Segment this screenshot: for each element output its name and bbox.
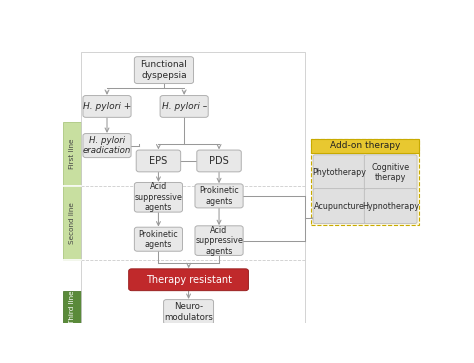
FancyBboxPatch shape (160, 95, 208, 117)
FancyBboxPatch shape (134, 183, 182, 212)
FancyBboxPatch shape (195, 184, 243, 208)
FancyBboxPatch shape (63, 291, 82, 323)
Text: H. pylori
eradication: H. pylori eradication (83, 136, 131, 155)
FancyBboxPatch shape (365, 189, 417, 224)
Text: Acupuncture: Acupuncture (314, 201, 365, 211)
Text: H. pylori +: H. pylori + (83, 102, 131, 111)
Text: Acid
suppressive
agents: Acid suppressive agents (195, 226, 243, 256)
Text: Add-on therapy: Add-on therapy (330, 141, 400, 150)
FancyBboxPatch shape (83, 134, 131, 158)
Text: Prokinetic
agents: Prokinetic agents (138, 229, 178, 249)
FancyBboxPatch shape (197, 150, 241, 172)
Text: First line: First line (69, 139, 75, 169)
Text: Acid
suppressive
agents: Acid suppressive agents (135, 182, 182, 212)
FancyBboxPatch shape (365, 155, 417, 190)
Text: PDS: PDS (209, 156, 229, 166)
FancyBboxPatch shape (63, 186, 82, 260)
FancyBboxPatch shape (128, 269, 248, 291)
FancyBboxPatch shape (311, 139, 419, 153)
Text: H. pylori –: H. pylori – (162, 102, 207, 111)
Text: Cognitive
therapy: Cognitive therapy (372, 163, 410, 182)
Text: EPS: EPS (149, 156, 168, 166)
Text: Hypnotherapy: Hypnotherapy (362, 201, 419, 211)
FancyBboxPatch shape (164, 299, 213, 324)
Text: Prokinetic
agents: Prokinetic agents (199, 186, 239, 205)
Text: Third line: Third line (69, 290, 75, 324)
Text: Neuro-
modulators: Neuro- modulators (164, 302, 213, 322)
FancyBboxPatch shape (313, 155, 366, 190)
FancyBboxPatch shape (136, 150, 181, 172)
Text: Therapy resistant: Therapy resistant (146, 275, 232, 285)
FancyBboxPatch shape (311, 139, 419, 225)
Text: Functional
dyspepsia: Functional dyspepsia (141, 60, 187, 80)
FancyBboxPatch shape (313, 189, 366, 224)
FancyBboxPatch shape (134, 227, 182, 251)
FancyBboxPatch shape (63, 122, 82, 186)
Text: Second line: Second line (69, 202, 75, 244)
FancyBboxPatch shape (83, 95, 131, 117)
Text: Phytotherapy: Phytotherapy (312, 168, 366, 177)
FancyBboxPatch shape (134, 57, 193, 83)
FancyBboxPatch shape (195, 226, 243, 256)
